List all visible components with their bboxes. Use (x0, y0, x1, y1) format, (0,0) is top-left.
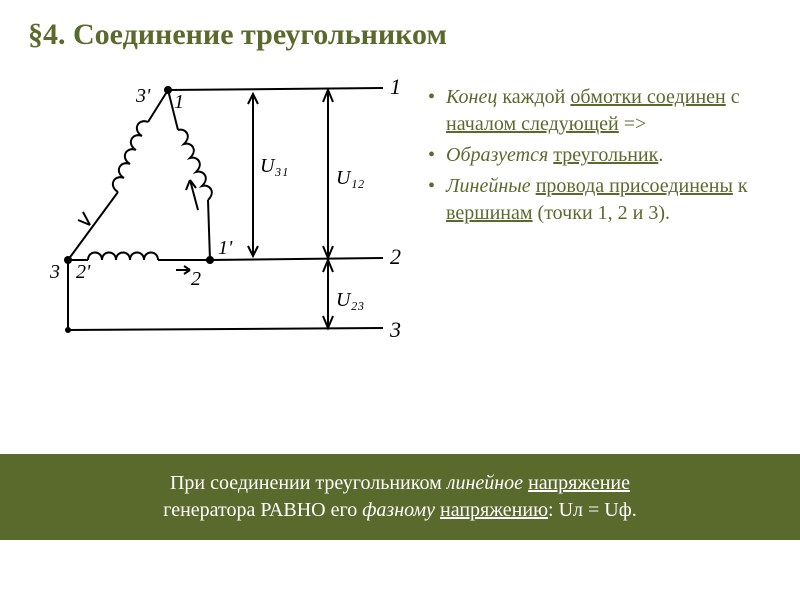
label-2prime: 2' (76, 261, 91, 283)
bullet-3: Линейные провода присоединены к вершинам… (426, 173, 776, 227)
label-2: 2 (191, 268, 201, 290)
label-1prime: 1' (218, 237, 233, 259)
bullet-1: Конец каждой обмотки соединен с началом … (426, 84, 776, 138)
label-u31: U₃₁ (260, 155, 288, 177)
label-3prime: 3' (135, 85, 151, 107)
label-u23: U₂₃ (336, 289, 364, 311)
bullet-2: Образуется треугольник. (426, 142, 776, 169)
bullet-list: Конец каждой обмотки соединен с началом … (426, 60, 776, 360)
terminal-3: 3 (389, 317, 401, 342)
terminal-1: 1 (390, 74, 401, 99)
terminal-2: 2 (390, 244, 401, 269)
page-title: §4. Соединение треугольником (0, 0, 800, 52)
summary-banner: При соединении треугольником линейное на… (0, 454, 800, 540)
delta-connection-diagram: 3' 1 1' 2 3 2' 1 2 3 U₃₁ U₁₂ U₂₃ (28, 60, 408, 360)
label-3: 3 (49, 261, 60, 283)
label-1: 1 (174, 91, 184, 113)
label-u12: U₁₂ (336, 167, 364, 189)
